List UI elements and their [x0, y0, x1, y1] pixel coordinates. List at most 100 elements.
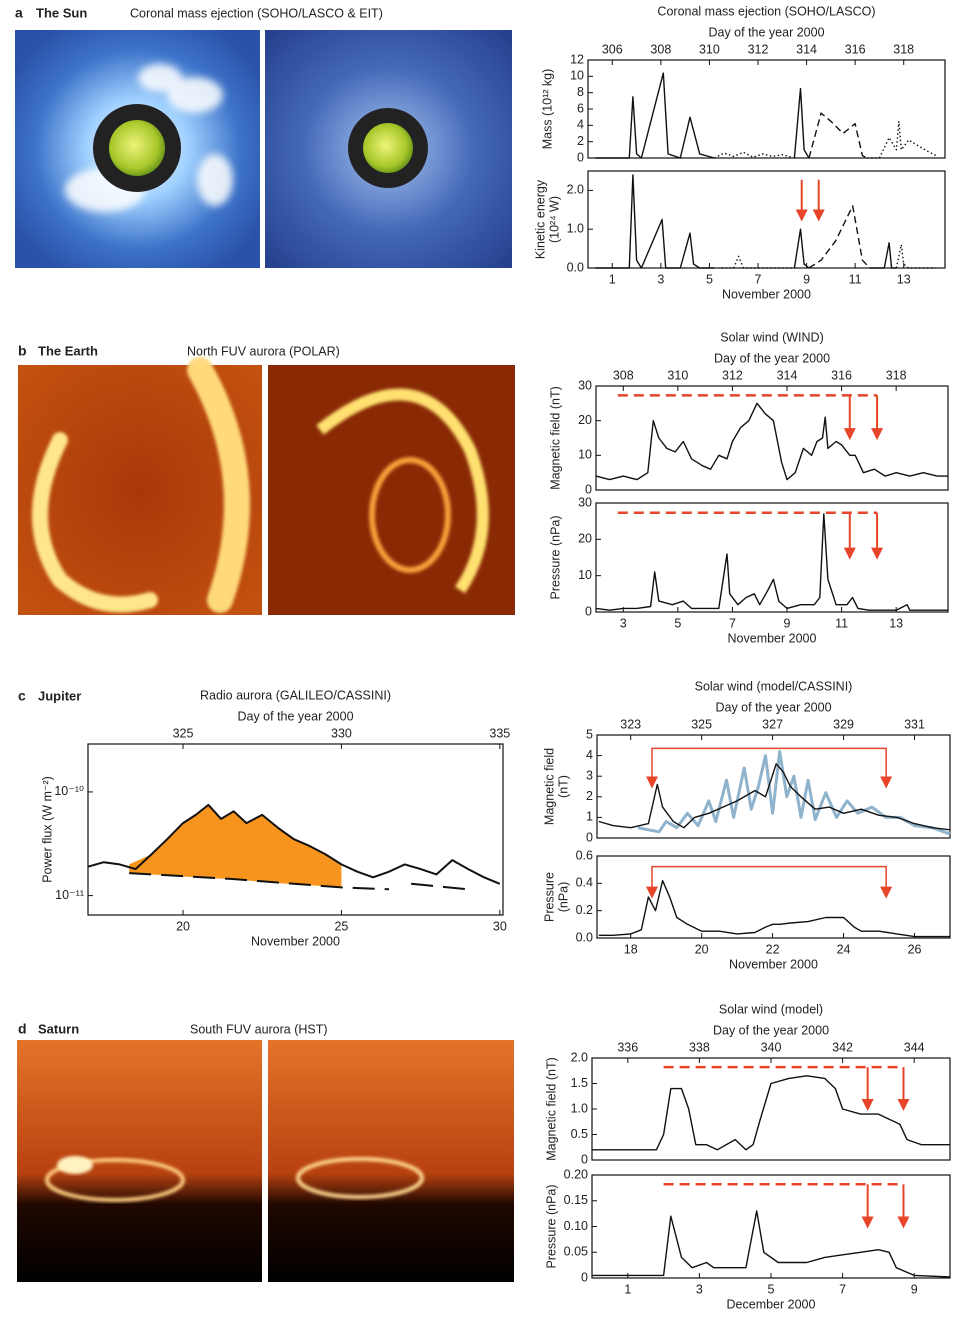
- arrow-head: [861, 1216, 874, 1229]
- series-line: [592, 1075, 950, 1151]
- y-tick-label: 0.15: [564, 1193, 588, 1207]
- x2-tick-label: 325: [691, 717, 712, 731]
- x-axis-label: December 2000: [727, 1297, 816, 1311]
- y-tick-label: 20: [578, 532, 592, 546]
- arrow-head: [861, 1099, 874, 1112]
- x-tick-label: 7: [729, 616, 736, 630]
- panel-name: The Sun: [36, 5, 87, 20]
- x-tick-label: 9: [784, 616, 791, 630]
- bracket: [651, 747, 887, 779]
- y-tick-label: 20: [578, 413, 592, 427]
- y-axis-label: (10²⁴ W): [547, 196, 561, 243]
- plot-frame: [87, 743, 504, 916]
- y-tick-label: 10: [578, 568, 592, 582]
- y-axis-label: Pressure (nPa): [548, 515, 562, 599]
- x2-tick-label: 312: [748, 42, 769, 56]
- y-tick-label: 0.20: [564, 1167, 588, 1181]
- x-axis-label: November 2000: [729, 957, 818, 971]
- x-tick-label: 26: [908, 942, 922, 956]
- series-line: [598, 763, 951, 831]
- y-axis-label: Kinetic energy: [533, 179, 547, 259]
- series-line: [713, 151, 795, 159]
- x2-tick-label: 310: [667, 368, 688, 382]
- y-axis-label: (nPa): [556, 882, 570, 913]
- x-tick-label: 1: [624, 1282, 631, 1296]
- y-tick-label: 0.5: [571, 1127, 588, 1141]
- chart-title: Solar wind (model/CASSINI): [695, 679, 853, 693]
- series-line: [869, 242, 897, 269]
- plot-frame: [596, 855, 951, 939]
- y-tick-label: 0.2: [576, 903, 593, 917]
- panel-label: d: [18, 1021, 27, 1037]
- y-tick-label: 4: [577, 118, 584, 132]
- plot-frame: [595, 502, 949, 613]
- series-line: [87, 803, 501, 885]
- y-tick-label: 8: [577, 85, 584, 99]
- series-line: [595, 402, 948, 481]
- plot-frame: [587, 59, 946, 159]
- series-line: [867, 120, 939, 159]
- series-line: [808, 112, 868, 159]
- series-line: [895, 244, 936, 269]
- x-tick-label: 9: [911, 1282, 918, 1296]
- panel-label: a: [15, 5, 23, 21]
- y-tick-label: 2: [577, 134, 584, 148]
- y-tick-label: 0.6: [576, 848, 593, 862]
- y-axis-label: Pressure: [542, 872, 556, 922]
- y-tick-label: 0.0: [576, 930, 593, 944]
- x-axis-label: November 2000: [251, 934, 340, 948]
- y-tick-label: 3: [586, 768, 593, 782]
- x-tick-label: 5: [706, 272, 713, 286]
- x2-tick-label: 308: [613, 368, 634, 382]
- x-tick-label: 3: [657, 272, 664, 286]
- x2-tick-label: 314: [796, 42, 817, 56]
- y-tick-label: 1.0: [571, 1101, 588, 1115]
- x-tick-label: 24: [837, 942, 851, 956]
- series-line: [592, 1210, 951, 1278]
- plot-frame: [587, 170, 946, 269]
- arrow-head: [645, 776, 658, 789]
- y-axis-label: Power flux (W m⁻²): [40, 776, 54, 883]
- y-tick-label: 10⁻¹¹: [55, 888, 84, 902]
- series-line: [595, 72, 810, 159]
- x2-axis-label: Day of the year 2000: [714, 351, 830, 365]
- y-tick-label: 2.0: [567, 183, 584, 197]
- x-tick-label: 5: [674, 616, 681, 630]
- y-axis-label: Magnetic field: [542, 748, 556, 825]
- sun-images: [15, 30, 512, 268]
- y-tick-label: 4: [586, 748, 593, 762]
- x-tick-label: 30: [493, 919, 507, 933]
- x2-tick-label: 344: [904, 1040, 925, 1054]
- chart-title: Coronal mass ejection (SOHO/LASCO): [657, 4, 875, 18]
- y-tick-label: 0: [577, 150, 584, 164]
- series-line: [595, 174, 810, 269]
- x-tick-label: 20: [176, 919, 190, 933]
- y-tick-label: 0: [581, 1270, 588, 1284]
- y-tick-label: 6: [577, 101, 584, 115]
- x-tick-label: 18: [624, 942, 638, 956]
- y-tick-label: 2.0: [571, 1050, 588, 1064]
- arrow-head: [871, 428, 884, 441]
- plot-frame: [595, 385, 949, 491]
- x2-axis-label: Day of the year 2000: [715, 700, 831, 714]
- panel-name: Jupiter: [38, 688, 81, 703]
- x2-tick-label: 314: [777, 368, 798, 382]
- x2-tick-label: 335: [489, 726, 510, 740]
- panel-label: c: [18, 688, 26, 704]
- panel-caption: Coronal mass ejection (SOHO/LASCO & EIT): [130, 6, 383, 20]
- y-tick-label: 0: [585, 604, 592, 618]
- earth-images: [18, 357, 515, 615]
- x-tick-label: 20: [695, 942, 709, 956]
- arrow-head: [645, 886, 658, 899]
- y-tick-label: 0.10: [564, 1219, 588, 1233]
- x2-tick-label: 338: [689, 1040, 710, 1054]
- arrow-head: [897, 1216, 910, 1229]
- plot-frame: [591, 1174, 951, 1279]
- y-tick-label: 0.4: [576, 876, 593, 890]
- panel-label: b: [18, 343, 27, 359]
- panel-name: The Earth: [38, 343, 98, 358]
- x-tick-label: 9: [803, 272, 810, 286]
- y-axis-label: (nT): [556, 775, 570, 798]
- series-line: [721, 255, 795, 269]
